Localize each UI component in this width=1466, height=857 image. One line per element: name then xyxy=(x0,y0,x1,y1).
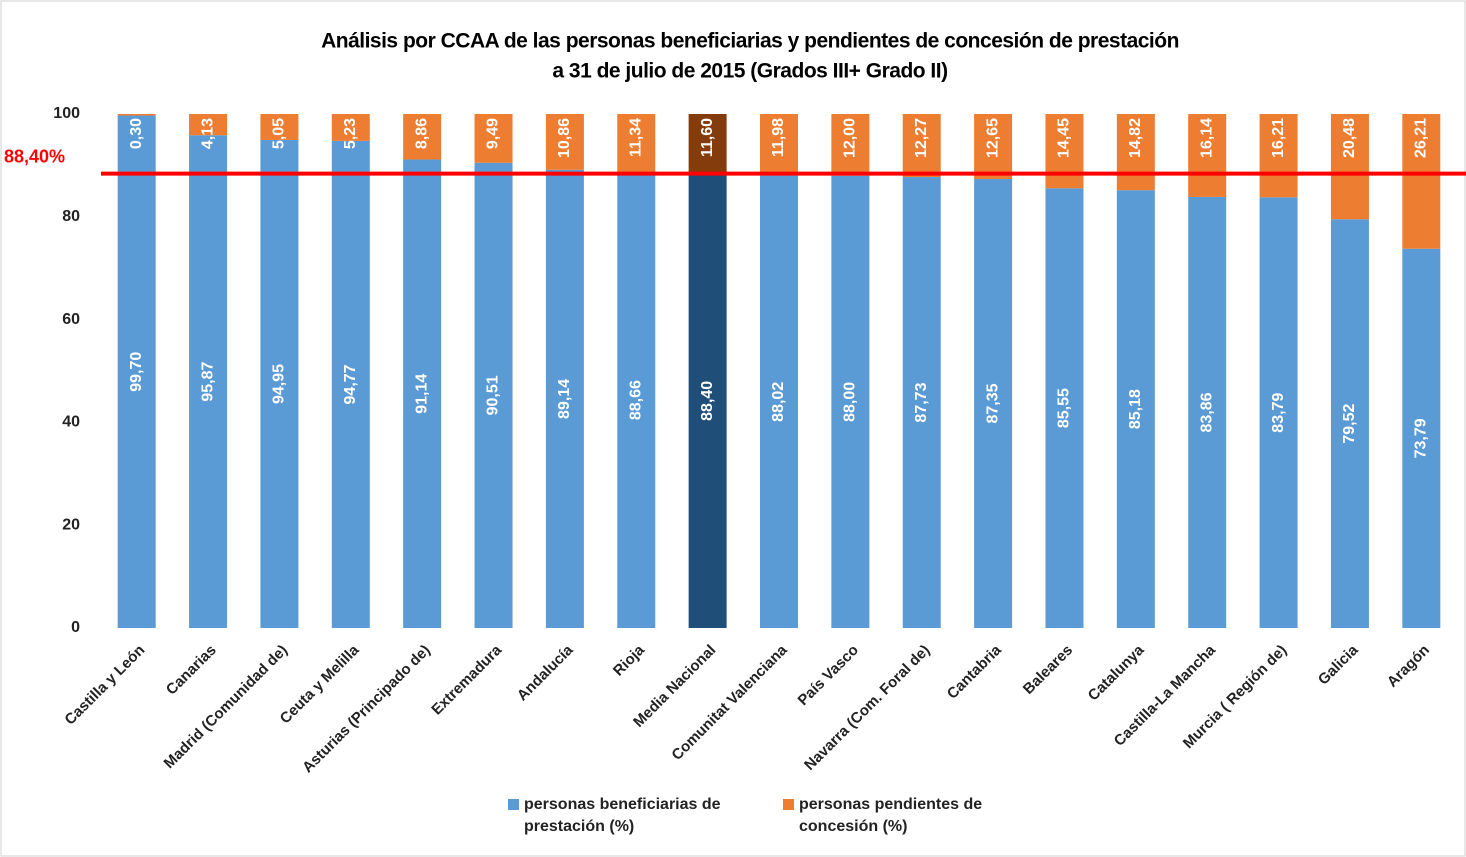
bar-segment xyxy=(403,114,442,160)
data-label: 5,23 xyxy=(342,118,359,149)
y-tick-label: 20 xyxy=(62,516,80,533)
bar-segment xyxy=(974,114,1013,180)
data-label: 8,86 xyxy=(413,118,430,149)
bar-segment xyxy=(1402,114,1441,249)
bar-segment xyxy=(545,169,584,628)
bar-segment xyxy=(260,114,299,140)
data-label: 83,86 xyxy=(1198,392,1215,432)
bar-segment xyxy=(1116,190,1155,628)
bar-segment xyxy=(688,173,727,628)
legend-swatch xyxy=(783,799,794,810)
bar-segment xyxy=(760,175,798,628)
data-label: 87,73 xyxy=(913,382,930,422)
data-label: 73,79 xyxy=(1413,418,1430,458)
bar-segment xyxy=(545,114,584,170)
data-label: 88,00 xyxy=(842,382,859,422)
bar-segment xyxy=(1259,197,1298,628)
data-label: 9,49 xyxy=(485,118,502,149)
data-label: 94,77 xyxy=(342,364,359,404)
bar-segment xyxy=(1116,114,1155,191)
data-label: 95,87 xyxy=(199,361,216,401)
y-tick-label: 100 xyxy=(53,105,80,122)
data-label: 94,95 xyxy=(271,364,288,404)
data-label: 85,18 xyxy=(1127,389,1144,429)
data-label: 85,55 xyxy=(1056,388,1073,428)
bar-segment xyxy=(974,179,1013,628)
data-label: 88,02 xyxy=(770,382,787,422)
legend-swatch xyxy=(508,799,519,810)
bar-segment xyxy=(331,114,370,141)
data-label: 12,65 xyxy=(984,118,1001,158)
bar-segment xyxy=(117,114,156,116)
data-label: 88,66 xyxy=(627,380,644,420)
data-label: 99,70 xyxy=(128,352,145,392)
bar-segment xyxy=(189,135,228,628)
data-label: 11,34 xyxy=(627,118,644,157)
bar-segment xyxy=(831,175,870,628)
legend-label: personas pendientes de concesión (%) xyxy=(799,796,983,835)
bar-segment xyxy=(617,172,656,628)
legend-label: personas beneficiarias de prestación (%) xyxy=(524,796,721,835)
bar-segment xyxy=(831,114,870,176)
data-label: 0,30 xyxy=(128,118,145,149)
data-label: 12,00 xyxy=(842,118,859,158)
bar-segment xyxy=(688,114,727,174)
data-label: 11,98 xyxy=(770,118,787,157)
data-label: 91,14 xyxy=(413,374,430,414)
data-label: 88,40 xyxy=(699,381,716,421)
data-label: 16,21 xyxy=(1270,118,1287,158)
bar-segment xyxy=(617,114,656,173)
bar-segment xyxy=(474,114,513,163)
bar-segment xyxy=(1045,114,1084,189)
y-tick-label: 0 xyxy=(71,619,80,636)
data-label: 10,86 xyxy=(556,118,573,158)
data-label: 11,60 xyxy=(699,118,716,157)
chart-title: Análisis por CCAA de las personas benefi… xyxy=(321,30,1179,53)
bar-segment xyxy=(1330,219,1369,628)
data-label: 90,51 xyxy=(485,375,502,415)
bar-segment xyxy=(474,162,513,628)
data-label: 5,05 xyxy=(271,118,288,149)
data-label: 16,14 xyxy=(1198,118,1215,158)
data-label: 4,13 xyxy=(199,118,216,149)
reference-label: 88,40% xyxy=(4,146,65,166)
bar-segment xyxy=(1045,188,1084,628)
bar-segment xyxy=(1188,196,1227,628)
bar-segment xyxy=(760,114,798,176)
bar-segment xyxy=(1402,248,1441,628)
data-label: 79,52 xyxy=(1341,404,1358,444)
y-tick-label: 60 xyxy=(62,311,80,328)
bar-segment xyxy=(1188,114,1227,197)
data-label: 14,45 xyxy=(1056,118,1073,158)
data-label: 89,14 xyxy=(556,379,573,419)
bar-segment xyxy=(902,177,941,628)
bar-segment xyxy=(1259,114,1298,198)
data-label: 87,35 xyxy=(984,383,1001,423)
data-label: 26,21 xyxy=(1413,118,1430,158)
bar-segment xyxy=(403,159,442,628)
y-tick-label: 80 xyxy=(62,208,80,225)
bar-segment xyxy=(260,139,299,628)
bar-segment xyxy=(902,114,941,178)
bar-segment xyxy=(331,140,370,628)
chart-subtitle: a 31 de julio de 2015 (Grados III+ Grado… xyxy=(552,60,947,83)
data-label: 14,82 xyxy=(1127,118,1144,158)
data-label: 20,48 xyxy=(1341,118,1358,158)
data-label: 83,79 xyxy=(1270,393,1287,433)
data-label: 12,27 xyxy=(913,118,930,158)
bar-segment xyxy=(189,114,228,136)
bar-segment xyxy=(1330,114,1369,220)
y-tick-label: 40 xyxy=(62,414,80,431)
bar-segment xyxy=(117,115,156,629)
